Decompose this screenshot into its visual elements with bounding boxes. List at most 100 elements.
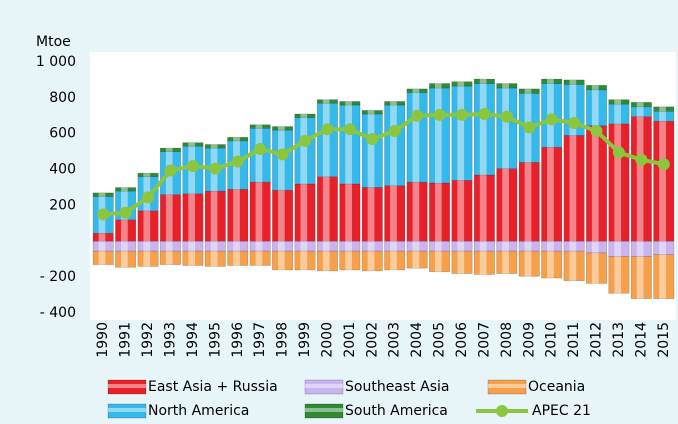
bar-segment — [137, 250, 159, 267]
bar-highlight — [233, 241, 240, 252]
bar-segment — [204, 144, 226, 149]
y-tick-label: 400 — [49, 162, 76, 178]
bar-highlight — [569, 251, 577, 281]
x-tick-label: 2013 — [611, 322, 627, 358]
bar-highlight — [614, 104, 622, 124]
bar-highlight — [502, 241, 509, 252]
bar-segment — [115, 187, 137, 192]
bar-highlight — [636, 102, 644, 107]
bar-segment — [339, 101, 361, 106]
bar-highlight — [345, 105, 352, 184]
bar-highlight — [277, 190, 285, 242]
x-tick-label: 2006 — [454, 322, 470, 358]
bar-segment — [451, 81, 473, 87]
line-marker — [97, 208, 110, 221]
bar-highlight — [322, 176, 330, 242]
bar-highlight — [457, 241, 465, 252]
bar-segment — [630, 256, 652, 299]
bar-segment — [294, 250, 316, 271]
bar-highlight — [255, 128, 263, 183]
bar-highlight — [390, 251, 397, 270]
bar-highlight — [457, 81, 465, 87]
line-marker — [343, 123, 356, 136]
bar-highlight — [479, 79, 487, 84]
line-marker — [590, 125, 603, 138]
x-tick-label: 2007 — [476, 322, 492, 358]
line-marker — [612, 146, 625, 159]
bar-segment — [429, 250, 451, 273]
line-marker — [523, 121, 536, 134]
bar-highlight — [188, 193, 196, 242]
bar-highlight — [390, 241, 397, 252]
x-tick-label: 1996 — [230, 322, 246, 358]
bar-highlight — [255, 251, 263, 266]
bar-highlight — [457, 86, 465, 181]
bar-highlight — [614, 256, 622, 294]
line-marker — [388, 125, 401, 138]
line-marker — [254, 142, 267, 155]
bar-highlight — [367, 187, 375, 242]
bar-highlight — [143, 173, 151, 177]
y-tick-label: 800 — [49, 90, 76, 106]
x-tick-label: 1997 — [252, 322, 268, 358]
line-marker — [119, 206, 132, 219]
x-tick-label: 2011 — [566, 322, 582, 358]
bar-highlight — [524, 251, 532, 277]
bar-highlight — [569, 79, 577, 85]
bar-highlight — [277, 126, 285, 131]
bar-highlight — [188, 251, 196, 266]
bar-highlight — [210, 144, 218, 149]
bar-highlight — [502, 87, 509, 169]
bar-highlight — [345, 101, 352, 106]
bar-highlight — [614, 99, 622, 105]
bar-segment — [227, 250, 249, 266]
x-tick-label: 2012 — [589, 322, 605, 358]
y-tick-label: 200 — [49, 197, 76, 213]
legend-swatch — [107, 379, 147, 395]
bar-segment — [159, 147, 181, 152]
bar-segment — [586, 252, 608, 284]
legend-swatch — [304, 403, 344, 419]
bar-segment — [316, 250, 338, 272]
bar-highlight — [367, 113, 375, 188]
bar-highlight — [367, 251, 375, 271]
bar-highlight — [98, 241, 106, 252]
bar-highlight — [569, 135, 577, 242]
x-tick-label: 1991 — [118, 322, 134, 358]
bar-highlight — [345, 183, 352, 242]
bar-highlight — [457, 251, 465, 274]
line-marker — [478, 107, 491, 120]
bar-highlight — [121, 251, 128, 268]
x-tick-label: 2005 — [432, 322, 448, 358]
line-marker — [366, 133, 379, 146]
bar-highlight — [300, 117, 308, 184]
x-tick-label: 1990 — [95, 322, 111, 358]
bar-segment — [137, 172, 159, 178]
bar-segment — [563, 250, 585, 282]
bar-highlight — [479, 251, 487, 275]
bar-highlight — [322, 103, 330, 177]
bar-highlight — [300, 183, 308, 242]
bar-highlight — [434, 83, 442, 88]
bar-segment — [384, 101, 406, 106]
bar-segment — [653, 106, 675, 112]
bar-highlight — [165, 148, 173, 152]
bar-segment — [92, 250, 114, 265]
bar-segment — [518, 250, 540, 277]
bar-segment — [496, 250, 518, 274]
bar-segment — [361, 250, 383, 272]
bar-highlight — [233, 251, 240, 266]
bar-highlight — [636, 241, 644, 257]
bar-highlight — [412, 241, 420, 252]
bar-highlight — [277, 251, 285, 270]
bar-highlight — [98, 233, 106, 242]
legend-label: South America — [345, 403, 448, 419]
bar-segment — [272, 126, 294, 131]
bar-highlight — [143, 241, 151, 252]
bar-highlight — [165, 251, 173, 265]
bar-highlight — [188, 241, 196, 252]
bar-highlight — [659, 254, 666, 299]
bar-segment — [406, 250, 428, 269]
legend-label: APEC 21 — [532, 403, 591, 419]
bar-highlight — [412, 182, 420, 242]
